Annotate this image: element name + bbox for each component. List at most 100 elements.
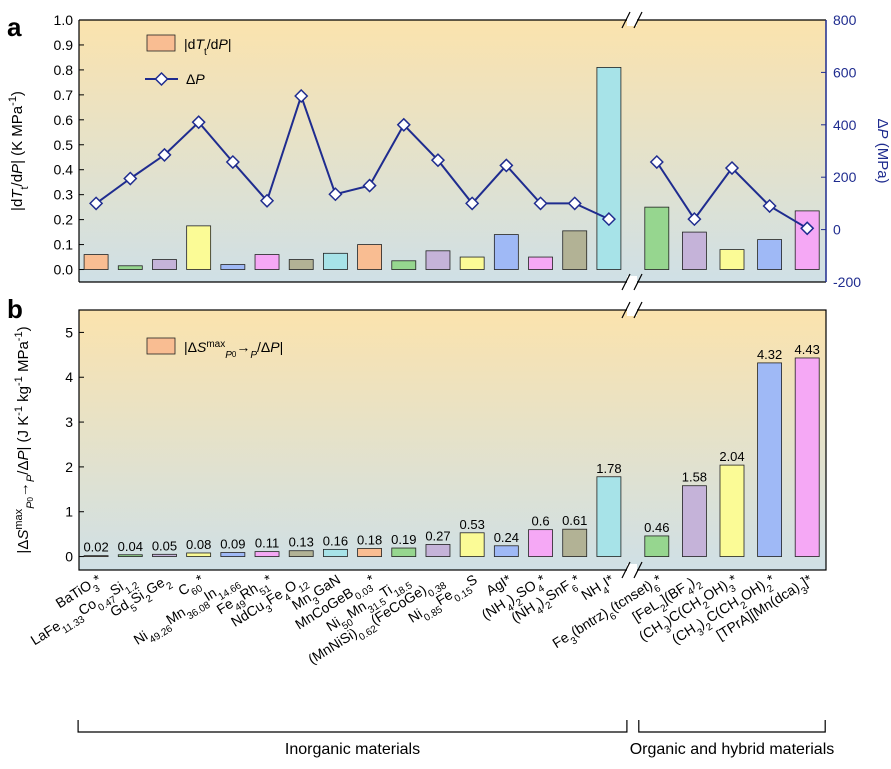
panel-b-bar — [117, 554, 143, 557]
panel-a-ytick-label: 0.3 — [54, 187, 74, 203]
panel-a-bar — [357, 244, 382, 270]
panel-b-axis-break-gap — [627, 304, 637, 316]
panel-a-ytick-label: 0.0 — [54, 262, 74, 278]
panel-a-bar — [596, 67, 622, 270]
panel-b-bar — [323, 548, 348, 557]
panel-b-chart: 0 1 2 3 4 5 0.02 0.04 0.05 0.08 0.09 0.11 0.13 0.16 0.… — [7, 294, 827, 579]
panel-a-ytick-label: 0.7 — [54, 87, 74, 103]
panel-a-bar — [459, 256, 485, 270]
panel-b-bar-value-label: 0.02 — [83, 540, 108, 555]
panel-b-bar — [459, 532, 485, 557]
panel-a-bar — [186, 225, 212, 270]
panel-a-label: a — [7, 12, 22, 42]
panel-b-bar-value-label: 0.6 — [531, 514, 549, 529]
panel-b-label: b — [7, 294, 23, 324]
panel-a-bar — [528, 256, 553, 270]
panel-b-ytick-label: 3 — [65, 414, 73, 430]
panel-b-bar-value-label: 0.05 — [152, 538, 177, 553]
panel-a-bar — [794, 210, 820, 270]
panel-a-line-point — [89, 196, 104, 211]
panel-b-bar — [357, 548, 382, 557]
panel-b-axis-break-slash — [621, 561, 631, 579]
panel-a-ytick-label: 0.2 — [54, 212, 74, 228]
panel-a-line-point — [396, 117, 411, 132]
group-bracket — [77, 720, 628, 733]
panel-b-legend-bar-label: |ΔSmaxP0→P/ΔP| — [184, 339, 283, 361]
panel-b-bar-value-label: 0.19 — [391, 532, 416, 547]
panel-b-bar-value-label: 2.04 — [719, 449, 744, 464]
panel-a-legend-bar-label: |dTt/dP| — [184, 36, 231, 58]
panel-a-y2tick-label: 200 — [833, 169, 857, 185]
panel-a-ytick-label: 1.0 — [54, 12, 74, 28]
panel-a-y2tick-label: 800 — [833, 12, 857, 28]
panel-b-bar-value-label: 0.08 — [186, 537, 211, 552]
panel-a-ytick-label: 0.5 — [54, 137, 74, 153]
panel-a-legend-swatch-marker — [154, 71, 169, 87]
panel-a-bar — [152, 259, 177, 270]
panel-b-axis-break-gap — [627, 564, 637, 576]
panel-b-bar-value-label: 0.09 — [220, 537, 245, 552]
panel-b-y-axis-title: |ΔSmaxP0→P/ΔP| (J K-1 kg-1 MPa-1) — [13, 326, 37, 553]
panel-b-bar — [493, 545, 519, 557]
panel-b-bar-value-label: 0.24 — [494, 530, 519, 545]
panel-b-bar — [794, 357, 820, 557]
panel-b-bar — [83, 555, 109, 557]
panel-b-bar — [644, 535, 670, 557]
panel-b-ytick-label: 1 — [65, 504, 73, 520]
panel-a-y2tick-label: 600 — [833, 64, 857, 80]
panel-b-axis-break-slash — [633, 561, 643, 579]
panel-a-bar — [323, 252, 348, 270]
panel-a-bar — [757, 239, 782, 270]
panel-a-axis-break-slash — [621, 273, 631, 291]
panel-a-axis-break-gap — [627, 14, 637, 26]
panel-a-line-point — [499, 158, 514, 173]
panel-a-line-point — [762, 198, 777, 214]
panel-a-bar — [644, 206, 670, 270]
panel-a-bar — [425, 250, 451, 270]
panel-b-bar — [288, 550, 314, 557]
panel-a-bar — [220, 264, 246, 270]
panel-a-line-point — [259, 193, 275, 208]
panel-a-line-point — [123, 171, 138, 186]
panel-a-y2tick-label: 0 — [833, 222, 841, 238]
panel-a-line-point — [724, 160, 740, 176]
panel-a-y2tick-label: 400 — [833, 117, 857, 133]
panel-b-bar — [391, 547, 417, 557]
panel-b-bar — [562, 528, 588, 557]
panel-b-bar-value-label: 0.18 — [357, 532, 382, 547]
panel-a-line-point — [567, 196, 582, 211]
panel-a-ytick-label: 0.1 — [54, 237, 74, 253]
group-label: Inorganic materials — [285, 741, 420, 758]
panel-b-bar — [254, 551, 280, 557]
panel-b-bar-value-label: 4.32 — [757, 347, 782, 362]
panel-a-bar — [83, 254, 109, 270]
panel-a-ytick-label: 0.9 — [54, 37, 74, 53]
panel-b-bar — [719, 464, 745, 557]
panel-a-line-point — [328, 187, 343, 202]
panel-b-bar-value-label: 0.11 — [255, 536, 279, 551]
panel-a-ytick-label: 0.6 — [54, 112, 74, 128]
panel-a-bar — [562, 230, 588, 270]
panel-a-bar — [254, 254, 280, 270]
panel-b-bar-value-label: 0.27 — [425, 528, 450, 543]
panel-b-legend-swatch-bar — [146, 337, 176, 355]
panel-b-ytick-label: 0 — [65, 549, 73, 565]
panel-b-axis-break-slash — [621, 301, 631, 319]
panel-a-line-series — [95, 92, 610, 221]
group-label: Organic and hybrid materials — [630, 741, 835, 758]
panel-a-y2-axis-title: ΔP (MPa) — [874, 118, 891, 183]
panel-b-bar-value-label: 0.53 — [460, 517, 485, 532]
panel-a-line-point — [601, 212, 616, 227]
panel-a-legend-line-label: ΔP — [186, 71, 205, 87]
panel-b-ytick-label: 4 — [65, 369, 73, 385]
group-bracket — [638, 720, 826, 733]
panel-b-ytick-label: 2 — [65, 459, 73, 475]
panel-b-bar-value-label: 0.16 — [323, 533, 348, 548]
panel-b-bar — [220, 552, 246, 557]
panel-a-chart: 0.0 0.1 0.2 0.3 0.4 0.5 0.6 0.7 0.8 0.9 1.0 -200 0 20… — [7, 11, 891, 291]
panel-b-bar-value-label: 0.04 — [118, 539, 143, 554]
panel-b-bar-value-label: 0.13 — [289, 535, 314, 550]
panel-a-bar — [493, 234, 519, 270]
